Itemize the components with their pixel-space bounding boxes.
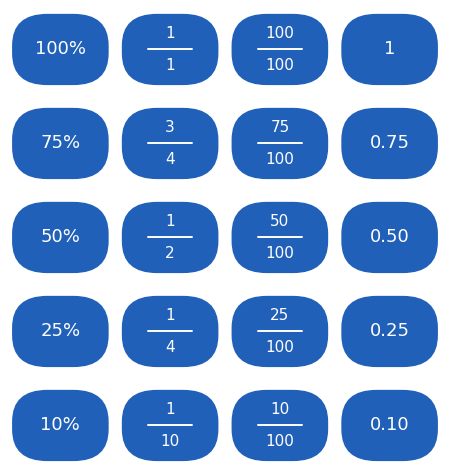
Text: 100: 100 [266, 152, 294, 167]
FancyBboxPatch shape [12, 108, 108, 179]
FancyBboxPatch shape [342, 390, 438, 461]
Text: 100: 100 [266, 25, 294, 40]
FancyBboxPatch shape [122, 14, 218, 85]
Text: 100: 100 [266, 246, 294, 261]
FancyBboxPatch shape [12, 296, 108, 367]
FancyBboxPatch shape [122, 108, 218, 179]
Text: 0.50: 0.50 [370, 228, 410, 246]
FancyBboxPatch shape [232, 296, 328, 367]
Text: 1: 1 [165, 25, 175, 40]
FancyBboxPatch shape [342, 108, 438, 179]
Text: 1: 1 [165, 58, 175, 73]
Text: 4: 4 [165, 340, 175, 355]
Text: 100: 100 [266, 340, 294, 355]
Text: 0.75: 0.75 [369, 134, 410, 152]
Text: 3: 3 [165, 119, 175, 134]
FancyBboxPatch shape [12, 14, 108, 85]
Text: 1: 1 [165, 401, 175, 416]
FancyBboxPatch shape [122, 202, 218, 273]
FancyBboxPatch shape [342, 14, 438, 85]
Text: 0.10: 0.10 [370, 416, 410, 434]
FancyBboxPatch shape [122, 296, 218, 367]
Text: 100: 100 [266, 58, 294, 73]
Text: 2: 2 [165, 246, 175, 261]
Text: 25%: 25% [40, 322, 81, 340]
Text: 100%: 100% [35, 40, 86, 58]
FancyBboxPatch shape [232, 14, 328, 85]
FancyBboxPatch shape [232, 202, 328, 273]
Text: 10: 10 [161, 434, 180, 449]
Text: 25: 25 [270, 307, 289, 322]
Text: 10: 10 [270, 401, 289, 416]
FancyBboxPatch shape [232, 108, 328, 179]
Text: 0.25: 0.25 [369, 322, 410, 340]
Text: 10%: 10% [40, 416, 80, 434]
FancyBboxPatch shape [122, 390, 218, 461]
Text: 1: 1 [384, 40, 395, 58]
Text: 50: 50 [270, 213, 289, 228]
Text: 50%: 50% [40, 228, 80, 246]
FancyBboxPatch shape [342, 202, 438, 273]
Text: 4: 4 [165, 152, 175, 167]
Text: 75: 75 [270, 119, 289, 134]
Text: 100: 100 [266, 434, 294, 449]
Text: 75%: 75% [40, 134, 81, 152]
FancyBboxPatch shape [12, 202, 108, 273]
FancyBboxPatch shape [342, 296, 438, 367]
FancyBboxPatch shape [232, 390, 328, 461]
FancyBboxPatch shape [12, 390, 108, 461]
Text: 1: 1 [165, 307, 175, 322]
Text: 1: 1 [165, 213, 175, 228]
